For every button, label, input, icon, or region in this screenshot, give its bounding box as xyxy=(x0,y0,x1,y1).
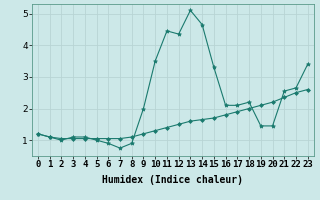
X-axis label: Humidex (Indice chaleur): Humidex (Indice chaleur) xyxy=(102,175,243,185)
